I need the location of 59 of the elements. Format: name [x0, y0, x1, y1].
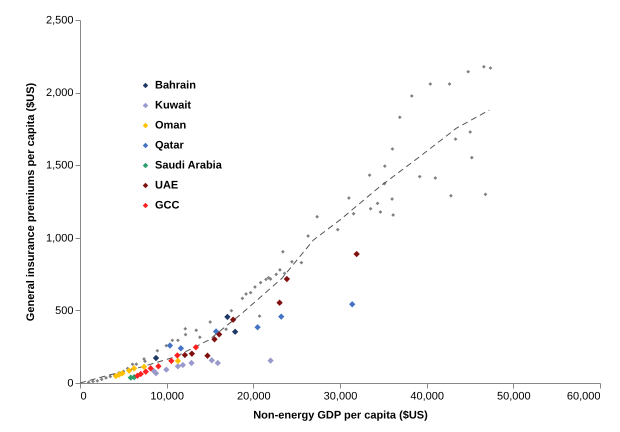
point — [174, 352, 180, 359]
x-tick-label: 60,000 — [566, 390, 600, 402]
y-tick-label: 0 — [67, 378, 74, 390]
x-tick-label: 40,000 — [410, 390, 444, 402]
point — [182, 352, 188, 358]
point — [278, 313, 284, 320]
point — [208, 357, 215, 364]
point — [130, 365, 138, 372]
point — [192, 344, 200, 350]
point — [188, 350, 196, 357]
point — [214, 360, 221, 366]
point — [140, 364, 148, 370]
point — [174, 363, 182, 370]
point — [168, 358, 175, 364]
point — [276, 300, 283, 306]
point — [166, 342, 174, 349]
point — [134, 372, 141, 379]
legend-label: UAE — [155, 180, 178, 192]
point — [232, 328, 238, 335]
point — [152, 354, 160, 362]
y-tick-label: 1,500 — [46, 160, 74, 172]
point — [211, 336, 218, 342]
legend-label: Kuwait — [155, 100, 192, 112]
point — [155, 363, 162, 370]
x-axis-title: Non-energy GDP per capita ($US) — [253, 410, 428, 422]
y-tick-label: 1,000 — [46, 232, 74, 244]
point — [178, 345, 184, 352]
point — [204, 352, 211, 359]
x-tick-label: 50,000 — [497, 390, 531, 402]
point — [174, 358, 182, 364]
point — [267, 357, 274, 364]
point — [212, 328, 220, 335]
legend-label: Bahrain — [155, 80, 196, 92]
x-tick-label: 30,000 — [324, 390, 358, 402]
y-tick-label: 500 — [55, 304, 74, 317]
point — [230, 316, 236, 323]
x-tick-label: 10,000 — [150, 390, 184, 402]
y-tick-label: 2,000 — [46, 87, 74, 100]
point — [284, 276, 290, 282]
x-tick-label: 0 — [80, 390, 87, 402]
legend-label: Qatar — [155, 140, 184, 152]
legend-label: GCC — [155, 200, 180, 212]
point — [180, 362, 186, 368]
line-series — [80, 110, 490, 384]
x-tick-label: 20,000 — [237, 390, 271, 402]
point — [148, 365, 154, 372]
legend-label: Oman — [155, 120, 186, 132]
y-axis-title: General insurance premiums per capita ($US) — [24, 82, 37, 322]
point — [163, 366, 170, 373]
point — [142, 368, 149, 375]
point — [224, 314, 231, 320]
legend-label: Saudi Arabia — [155, 160, 223, 172]
point — [126, 367, 132, 374]
point — [254, 324, 261, 330]
point — [353, 250, 360, 258]
y-tick-label: 2,500 — [46, 14, 74, 26]
point — [216, 331, 222, 338]
point — [188, 360, 195, 366]
point — [349, 301, 356, 308]
